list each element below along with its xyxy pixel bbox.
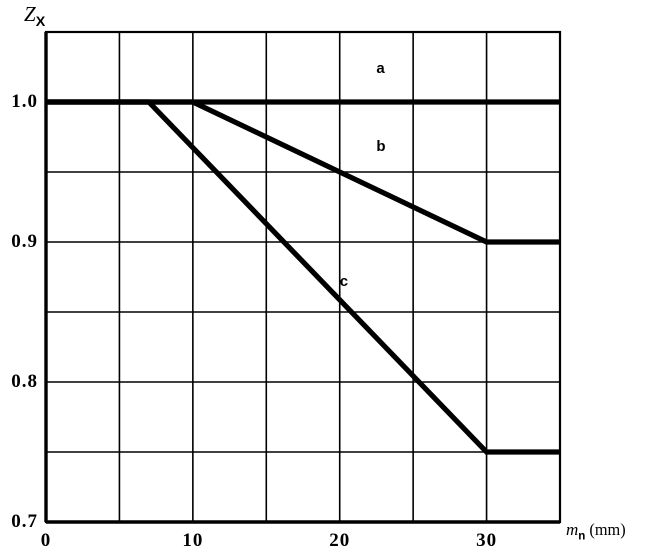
x-tick-label: 10 (182, 530, 204, 551)
curve-c (46, 99, 560, 455)
x-tick-label: 0 (40, 530, 52, 551)
x-axis-unit: (mm) (589, 520, 626, 539)
curve-label-b: b (376, 138, 386, 156)
x-tick-label: 30 (476, 530, 498, 551)
curve-label-c: c (339, 272, 349, 290)
curve-label-a: a (376, 59, 385, 77)
x-tick-label: 20 (329, 530, 351, 551)
y-tick-label: 0.9 (11, 231, 38, 252)
y-axis-symbol: Z (24, 2, 36, 26)
y-axis-title: ZX (24, 2, 46, 31)
data-series-group (46, 99, 560, 455)
y-axis-subscript: X (35, 14, 46, 31)
y-tick-label: 1.0 (11, 91, 38, 112)
x-axis-title: mn (mm) (566, 521, 626, 543)
x-axis-symbol: m (566, 520, 579, 539)
x-axis-subscript: n (578, 530, 586, 543)
y-tick-label: 0.8 (11, 371, 38, 392)
y-tick-label: 0.7 (11, 511, 38, 532)
axis-lines (44, 32, 560, 524)
gridlines-vertical (45, 32, 561, 522)
